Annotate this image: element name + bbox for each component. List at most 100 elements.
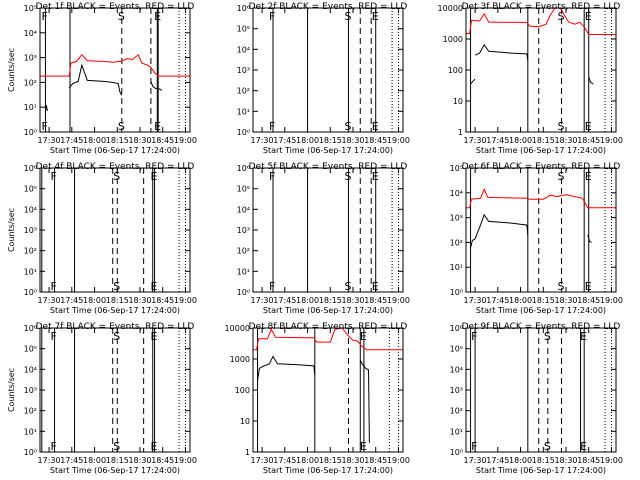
events-series-2 — [68, 63, 123, 96]
x-tick-label: 19:00 — [600, 296, 623, 305]
lld-series-0 — [40, 53, 190, 77]
x-tick-label: 17:30 — [38, 456, 61, 465]
marker-label-top: E — [372, 10, 379, 23]
x-tick-label: 18:00 — [296, 136, 319, 145]
plot-frame — [39, 167, 191, 293]
x-tick-label: 18:00 — [509, 296, 532, 305]
y-tick-label: 10⁵ — [24, 4, 37, 13]
x-tick-label: 18:15 — [106, 296, 129, 305]
marker-label-top: F — [51, 170, 57, 183]
x-tick-label: 18:15 — [319, 136, 342, 145]
x-tick-label: 19:00 — [387, 456, 410, 465]
x-tick-label: 17:45 — [486, 136, 509, 145]
marker-label-bottom: F — [269, 120, 275, 133]
y-axis-label: Counts/sec — [7, 368, 16, 412]
y-tick-label: 100 — [235, 386, 250, 395]
x-tick-label: 18:45 — [364, 296, 387, 305]
x-tick-label: 17:45 — [273, 296, 296, 305]
y-tick-label: 10¹ — [237, 267, 250, 276]
x-tick-label: 17:30 — [251, 456, 274, 465]
y-tick-label: 10⁴ — [24, 29, 37, 38]
y-tick-label: 10² — [237, 247, 250, 256]
marker-label-top: S — [557, 170, 564, 183]
x-tick-label: 19:00 — [387, 136, 410, 145]
x-tick-label: 18:15 — [106, 136, 129, 145]
plot-frame — [39, 7, 191, 133]
marker-label-top: E — [372, 170, 379, 183]
y-tick-label: 10⁶ — [450, 324, 463, 333]
y-tick-label: 10 — [240, 417, 250, 426]
x-tick-label: 18:30 — [128, 296, 151, 305]
events-series-1 — [470, 78, 476, 85]
marker-label-top: S — [113, 330, 120, 343]
marker-label-bottom: F — [51, 440, 57, 453]
y-tick-label: 10³ — [24, 54, 37, 63]
x-tick-label: 18:30 — [341, 136, 364, 145]
y-tick-label: 10⁰ — [237, 128, 250, 137]
plot-frame — [39, 327, 191, 453]
y-tick-label: 10¹ — [237, 107, 250, 116]
plot-frame — [465, 167, 617, 293]
plot-title: Det 3f BLACK = Events, RED = LLD — [462, 2, 621, 12]
x-tick-label: 19:00 — [387, 296, 410, 305]
marker-label-bottom: S — [113, 440, 120, 453]
y-tick-label: 10⁶ — [24, 324, 37, 333]
y-tick-label: 10¹ — [24, 427, 37, 436]
x-tick-label: 18:15 — [532, 136, 555, 145]
x-tick-label: 18:15 — [532, 296, 555, 305]
y-tick-label: 1 — [245, 448, 250, 457]
y-tick-label: 10³ — [450, 386, 463, 395]
x-axis-label: Start Time (06-Sep-17 17:24:00) — [263, 306, 393, 315]
events-series-3 — [150, 81, 163, 91]
marker-label-bottom: S — [344, 120, 351, 133]
plot-frame — [252, 327, 404, 453]
y-tick-label: 10⁵ — [450, 345, 463, 354]
y-axis-label: Counts/sec — [7, 208, 16, 252]
marker-label-bottom: S — [557, 280, 564, 293]
x-tick-label: 17:30 — [251, 296, 274, 305]
y-tick-label: 10¹ — [24, 103, 37, 112]
marker-label-top: F — [269, 170, 275, 183]
plot-title: Det 6f BLACK = Events, RED = LLD — [462, 162, 621, 172]
y-tick-label: 10³ — [24, 386, 37, 395]
marker-label-top: E — [580, 330, 587, 343]
marker-label-bottom: E — [154, 120, 161, 133]
x-tick-label: 17:30 — [464, 456, 487, 465]
marker-label-top: F — [471, 330, 477, 343]
marker-label-bottom: S — [557, 120, 564, 133]
x-axis-label: Start Time (06-Sep-17 17:24:00) — [476, 466, 606, 475]
x-tick-label: 18:45 — [577, 136, 600, 145]
x-tick-label: 18:15 — [319, 296, 342, 305]
x-tick-label: 17:30 — [251, 136, 274, 145]
y-tick-label: 10⁰ — [24, 128, 37, 137]
marker-label-bottom: F — [269, 280, 275, 293]
x-tick-label: 17:30 — [38, 296, 61, 305]
marker-label-top: F — [269, 10, 275, 23]
plot-title: Det 4f BLACK = Events, RED = LLD — [36, 162, 195, 172]
y-tick-label: 10⁴ — [24, 365, 37, 374]
y-tick-label: 10³ — [237, 226, 250, 235]
plot-title: Det 9f BLACK = Events, RED = LLD — [462, 322, 621, 332]
marker-label-bottom: E — [151, 440, 158, 453]
y-tick-label: 10² — [450, 407, 463, 416]
y-tick-label: 10⁴ — [237, 205, 250, 214]
marker-label-top: E — [585, 170, 592, 183]
x-tick-label: 17:45 — [273, 456, 296, 465]
plot-frame — [465, 327, 617, 453]
y-tick-label: 10⁵ — [24, 185, 37, 194]
x-tick-label: 18:00 — [296, 456, 319, 465]
marker-label-bottom: F — [41, 120, 47, 133]
plot-frame — [252, 167, 404, 293]
marker-label-bottom: S — [113, 280, 120, 293]
marker-label-top: E — [360, 330, 367, 343]
events-series-1 — [45, 105, 48, 112]
x-tick-label: 17:45 — [60, 136, 83, 145]
x-tick-label: 17:30 — [464, 136, 487, 145]
plot-frame — [252, 7, 404, 133]
y-tick-label: 10² — [237, 87, 250, 96]
